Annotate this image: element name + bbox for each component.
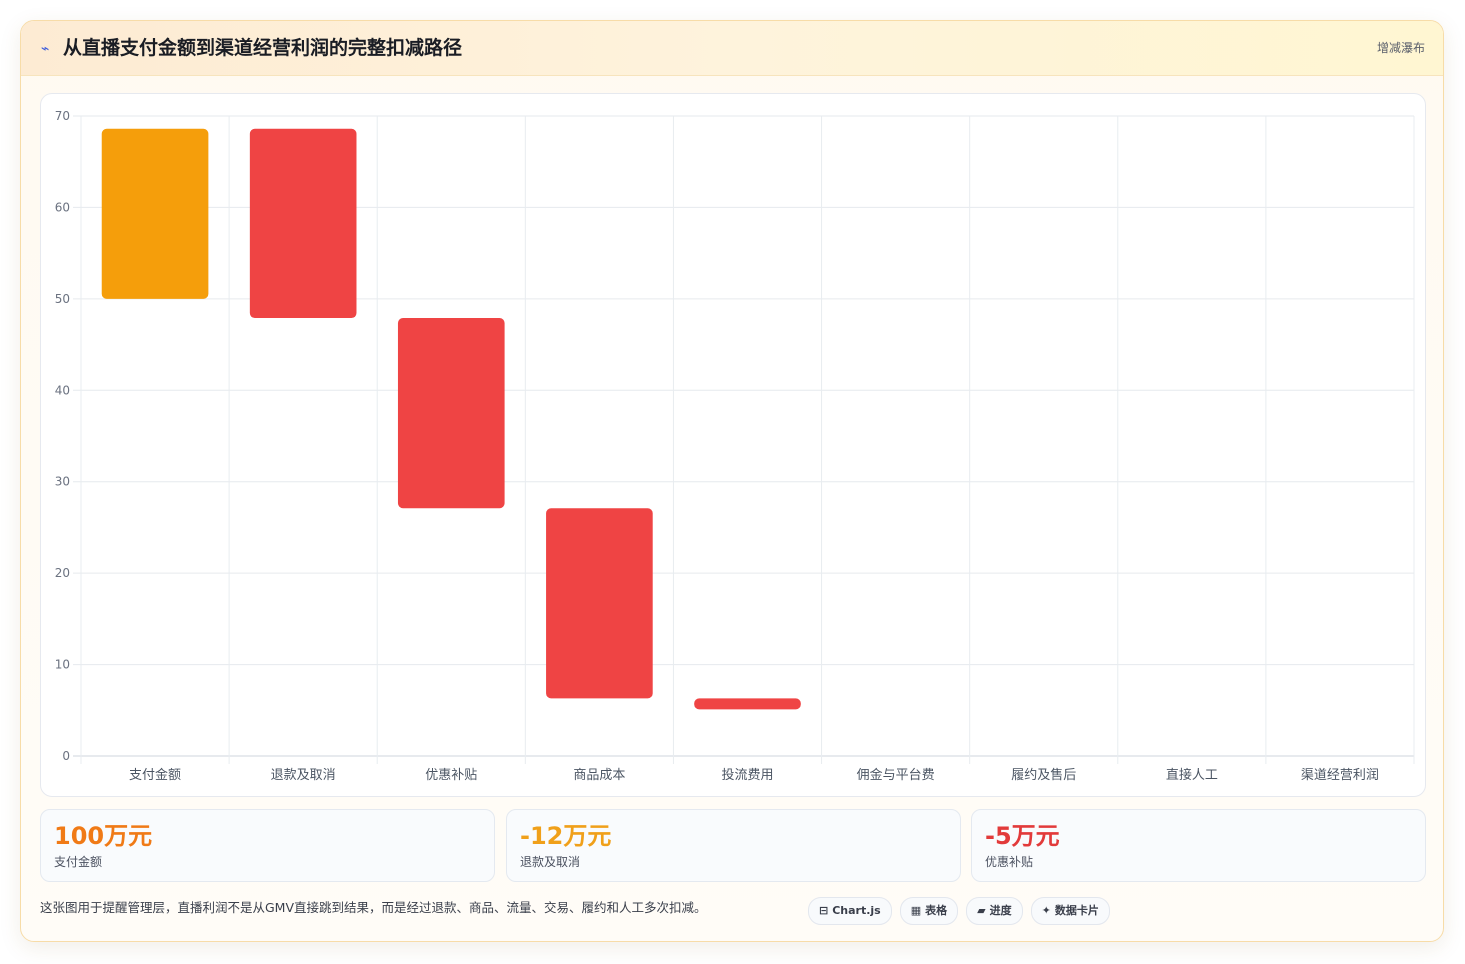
report-card: ⌁ 从直播支付金额到渠道经营利润的完整扣减路径 增减瀑布 0 10 20 30 40 50… [20,20,1444,942]
chip-label: 数据卡片 [1054,904,1099,917]
bar-4 [546,508,653,699]
chip-data-card[interactable]: ✦ 数据卡片 [1030,897,1110,925]
x-tick-label: 支付金额 [129,767,181,783]
progress-icon: ▰ [977,904,986,917]
kpi-label: 支付金额 [54,855,103,869]
chip-label: Chart.js [832,904,881,917]
sparkle-icon: ✦ [1041,904,1051,917]
chip-progress[interactable]: ▰ 进度 [966,897,1023,925]
chip-label: 表格 [925,904,948,917]
chart-icon: ⌁ [41,41,50,57]
y-tick-label: 40 [55,383,70,397]
bar-2 [249,128,357,319]
bar-1 [101,128,209,299]
chart-type-tag: 增减瀑布 [1376,41,1425,55]
bar-5 [694,698,801,710]
table-icon: ▦ [910,904,922,917]
x-tick-label: 渠道经营利润 [1301,768,1379,783]
x-tick-label: 履约及售后 [1011,767,1076,783]
kpi-label: 优惠补贴 [985,855,1034,869]
x-tick-label: 直接人工 [1166,767,1218,783]
y-tick-label: 0 [62,749,70,763]
chip-label: 进度 [989,904,1012,917]
bar-3 [397,318,505,509]
x-tick-label: 商品成本 [573,768,625,783]
footnote: 这张图用于提醒管理层，直播利润不是从GMV直接跳到结果，而是经过退款、商品、流量… [40,900,707,915]
x-tick-label: 投流费用 [721,767,773,783]
card-header: ⌁ 从直播支付金额到渠道经营利润的完整扣减路径 增减瀑布 [21,21,1443,76]
x-tick-label: 佣金与平台费 [857,767,935,783]
chip-chartjs[interactable]: ⊟ Chart.js [808,897,892,925]
waterfall-chart: 0 10 20 30 40 50 60 70 支付金额 退款及取消 优惠补贴 商品成本 投流费用 佣金与平… [55,109,1415,783]
chart-panel: 0 10 20 30 40 50 60 70 支付金额 退款及取消 优惠补贴 商品成本 投流费用 佣金与平… [40,93,1426,797]
y-tick-label: 60 [55,200,70,214]
y-tick-label: 50 [55,292,70,306]
kpi-card-refund: -12万元 退款及取消 [506,809,961,882]
chip-table[interactable]: ▦ 表格 [899,897,959,925]
kpi-value: -5万元 [985,822,1060,850]
y-tick-label: 30 [55,475,70,489]
kpi-card-discount: -5万元 优惠补贴 [971,809,1426,882]
page-title: 从直播支付金额到渠道经营利润的完整扣减路径 [63,37,463,59]
kpi-value: 100万元 [54,822,153,850]
kpi-card-payment: 100万元 支付金额 [40,809,495,882]
feature-chips: ⊟ Chart.js ▦ 表格 ▰ 进度 ✦ 数据卡片 [808,897,1110,925]
x-tick-label: 退款及取消 [271,768,336,783]
y-tick-label: 70 [55,109,70,123]
y-tick-label: 10 [55,658,70,672]
kpi-value: -12万元 [520,822,612,850]
y-tick-label: 20 [55,566,70,580]
x-tick-label: 优惠补贴 [425,768,477,783]
kpi-label: 退款及取消 [520,855,581,869]
chart-icon: ⊟ [819,904,829,917]
